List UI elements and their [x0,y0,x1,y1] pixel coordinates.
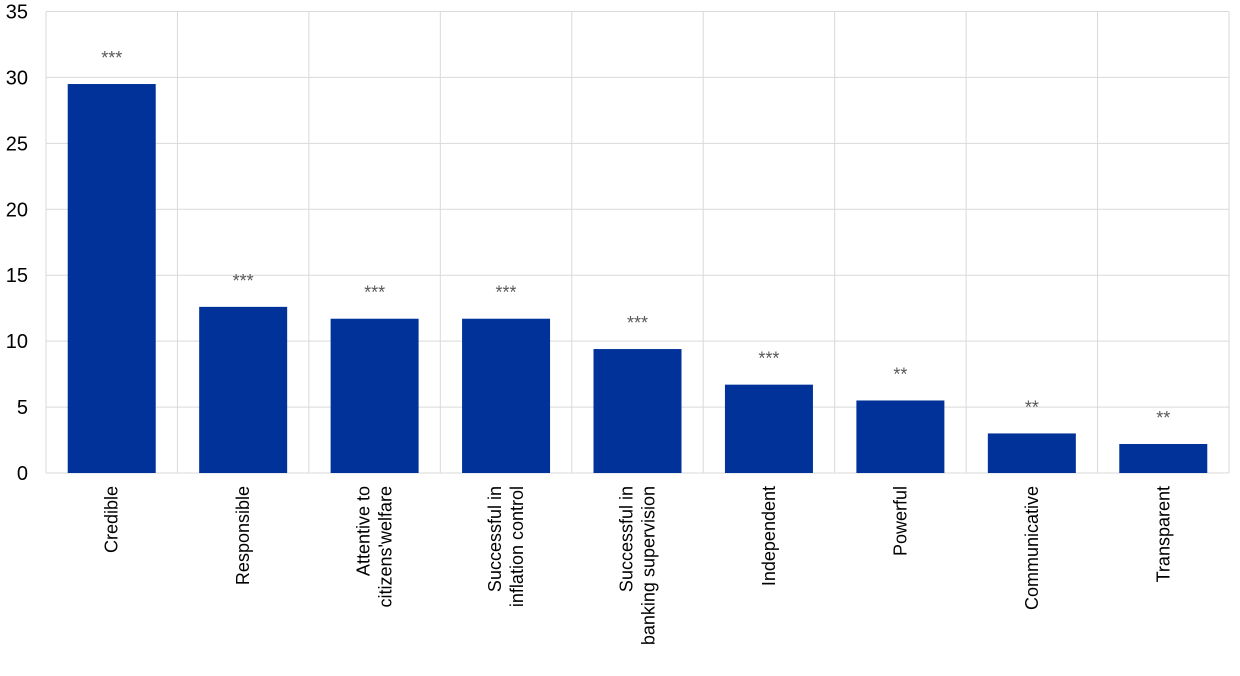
x-tick-label-line: Responsible [233,486,253,585]
bar [67,84,156,474]
bar [1119,443,1208,473]
x-tick-label: Independent [759,486,779,586]
x-tick-label: Successful in inflation control [485,486,527,607]
x-tick-label: Responsible [233,486,253,585]
bar [330,318,419,473]
x-tick-label-line: Powerful [890,486,910,556]
x-tick-label-line: citizens'welfare [376,486,396,607]
y-tick-label: 10 [6,331,28,353]
bar [199,306,288,473]
x-tick-label: Successful in banking supervision [617,486,659,645]
x-tick-label-line: Credible [102,486,122,553]
x-tick-label: Credible [102,486,122,553]
significance-label: *** [496,283,517,303]
significance-label: *** [627,313,648,333]
x-tick-label-line: inflation control [507,486,527,607]
x-tick-label-line: banking supervision [639,486,659,645]
significance-label: *** [364,283,385,303]
x-tick-label-line: Attentive to [354,486,374,576]
bar [462,318,551,473]
y-tick-label: 0 [17,463,28,485]
x-tick-label-line: Communicative [1022,486,1042,610]
y-tick-label: 15 [6,265,28,287]
x-tick-label-line: Transparent [1153,486,1173,582]
significance-label: *** [758,349,779,369]
y-tick-label: 5 [17,397,28,419]
x-tick-label-line: Successful in [617,486,637,592]
bar [987,433,1076,473]
significance-label: ** [893,364,907,384]
significance-label: ** [1156,408,1170,428]
y-tick-label: 25 [6,133,28,155]
significance-label: ** [1025,397,1039,417]
x-tick-label-line: Successful in [485,486,505,592]
x-tick-label: Transparent [1153,486,1173,582]
significance-label: *** [233,271,254,291]
x-tick-label: Attentive to citizens'welfare [354,486,396,607]
x-tick-label-line: Independent [759,486,779,586]
significance-label: *** [101,48,122,68]
x-tick-label: Powerful [890,486,910,556]
y-tick-label: 20 [6,199,28,221]
x-tick-label: Communicative [1022,486,1042,610]
bar [593,349,682,473]
bar [724,384,813,473]
y-tick-label: 35 [6,2,28,24]
bar [856,400,945,473]
y-tick-label: 30 [6,67,28,89]
